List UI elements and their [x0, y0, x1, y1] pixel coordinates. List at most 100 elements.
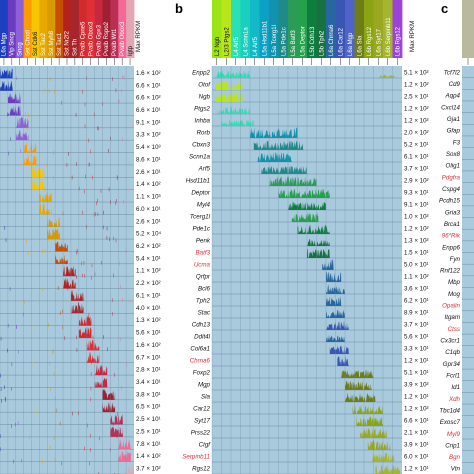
expression-track-a — [0, 80, 13, 91]
panel-label-b: b — [175, 1, 183, 16]
cluster-header-a — [102, 0, 111, 58]
cluster-label-b: L2/3 Ptgs2 — [224, 27, 230, 56]
expression-noise-a — [91, 263, 93, 268]
cluster-label-b: L6b Rgs12 — [395, 26, 401, 56]
expression-noise-a — [0, 387, 2, 392]
expression-noise-a — [32, 324, 34, 329]
cluster-label-b: L5a Tcerg1l — [272, 25, 278, 56]
expression-noise-a — [50, 387, 51, 392]
cluster-header-a — [118, 0, 127, 58]
gene-label-b: Rgs12 — [192, 466, 210, 473]
expression-noise-a — [109, 237, 110, 242]
gene-label-b: Batf3 — [196, 250, 211, 257]
expression-noise-a — [0, 447, 1, 452]
max-rpkm-value-a: 6.6 × 10¹ — [136, 107, 161, 114]
gene-label-c: Gfap — [447, 128, 461, 135]
expression-noise-a — [133, 311, 135, 315]
max-rpkm-value-a: 2.5 × 10¹ — [136, 428, 161, 435]
expression-track-b — [261, 165, 307, 174]
expression-noise-a — [98, 372, 100, 376]
cluster-label-a: Sncg — [17, 42, 23, 56]
gene-label-b: Ddit4l — [194, 334, 210, 341]
max-rpkm-value-b: 3.7 × 10¹ — [404, 166, 429, 173]
gene-label-b: Pde1c — [192, 226, 210, 233]
cluster-label-b: L6a Mgp — [348, 32, 354, 56]
cluster-header-b — [345, 0, 355, 58]
max-rpkm-value-b: 5.1 × 10² — [404, 70, 429, 77]
expression-noise-a — [89, 162, 90, 167]
expression-noise-a — [53, 372, 55, 376]
max-rpkm-value-a: 6.6 × 10² — [136, 95, 161, 102]
expression-track-a — [118, 438, 131, 450]
max-rpkm-value-b: 8.9 × 10¹ — [404, 310, 429, 317]
gene-label-c: Id1 — [451, 384, 460, 391]
gene-label-c: F3 — [453, 139, 461, 146]
expression-track-b — [297, 224, 330, 234]
expression-noise-a — [76, 335, 77, 340]
cluster-label-a: Sst Tac1 — [57, 32, 63, 56]
cluster-label-b: L4 Arf5 — [253, 36, 259, 56]
expression-noise-a — [117, 411, 119, 416]
expression-noise-a — [35, 410, 37, 415]
max-rpkm-value-a: 2.6 × 10¹ — [136, 218, 161, 225]
expression-noise-a — [16, 324, 17, 329]
max-rpkm-value-b: 6.1 × 10¹ — [404, 154, 429, 161]
expression-noise-a — [29, 435, 30, 440]
cluster-label-b: L2 Ngb — [215, 36, 221, 56]
max-rpkm-label-a: Max RPKM — [135, 21, 142, 52]
expression-noise-a — [119, 337, 121, 342]
expression-noise-a — [121, 89, 123, 93]
expression-track-b — [345, 392, 376, 402]
cluster-label-a: Pvalb Wt1 — [112, 28, 118, 56]
expression-noise-a — [123, 200, 124, 204]
gene-label-c: Aqp4 — [445, 93, 461, 100]
gene-label-c: Vtn — [451, 466, 461, 473]
gene-label-b: Cdh13 — [192, 322, 211, 329]
expression-track-a — [39, 203, 53, 215]
expression-track-a — [102, 389, 116, 400]
expression-noise-a — [42, 459, 43, 464]
expression-track-a — [0, 68, 13, 79]
header-gap-b — [212, 58, 402, 66]
cluster-label-a: Pvalb Obox3 — [88, 21, 94, 56]
expression-noise-a — [65, 260, 67, 265]
max-rpkm-value-a: 1.6 × 10² — [136, 342, 161, 349]
gene-label-b: Hsd11b1 — [186, 178, 210, 185]
cluster-label-a: Sst Nr2f2 — [65, 30, 71, 56]
panel-a: L6a Mgp Vip Sncg Sncg Sst Chodl Sst Cdk6 Sst … — [0, 0, 162, 474]
expression-track-b — [269, 176, 317, 186]
cluster-label-a: L6a Mgp — [2, 32, 8, 56]
expression-noise-a — [42, 287, 44, 292]
gene-label-b: Ngb — [199, 94, 211, 101]
expression-noise-a — [26, 239, 27, 243]
gene-label-b: Ctgf — [199, 442, 212, 449]
cluster-label-a: Sst Tac2 — [41, 32, 47, 56]
expression-noise-a — [49, 77, 51, 81]
expression-noise-a — [22, 312, 24, 317]
expression-noise-a — [88, 138, 89, 143]
expression-track-a — [126, 464, 134, 474]
max-rpkm-value-b: 1.1 × 10² — [404, 274, 429, 281]
expression-noise-a — [16, 76, 18, 81]
max-rpkm-value-a: 1.1 × 10² — [136, 268, 161, 275]
expression-noise-a — [94, 272, 96, 277]
max-rpkm-value-b: 2.0 × 10² — [404, 130, 429, 137]
gene-label-b: Car12 — [193, 406, 210, 413]
expression-noise-a — [132, 124, 133, 128]
max-rpkm-value-a: 2.2 × 10² — [136, 280, 161, 287]
max-rpkm-value-b: 3.7 × 10¹ — [404, 322, 429, 329]
expression-noise-a — [122, 74, 123, 79]
cluster-header-b — [383, 0, 393, 58]
gene-label-b: Qrfpr — [196, 274, 211, 281]
panel-c: c Tcf7l2 Cd9 Aqp4 Cxcl14 Gja1 Gfap F3 Sox8 Olig1 P… — [439, 0, 474, 474]
expression-noise-a — [128, 372, 130, 377]
gene-label-b: Ptgs2 — [194, 106, 210, 113]
expression-noise-a — [107, 347, 108, 352]
expression-noise-a — [84, 446, 85, 451]
cluster-label-b: L6a Chrna6 — [329, 24, 335, 56]
gene-label-b: Otof — [198, 82, 211, 89]
gene-label-c: Tbc1d4 — [439, 407, 460, 414]
gene-label-c: Pdgfra — [442, 174, 461, 181]
expression-noise-a — [48, 89, 50, 93]
expression-noise-a — [7, 323, 9, 328]
